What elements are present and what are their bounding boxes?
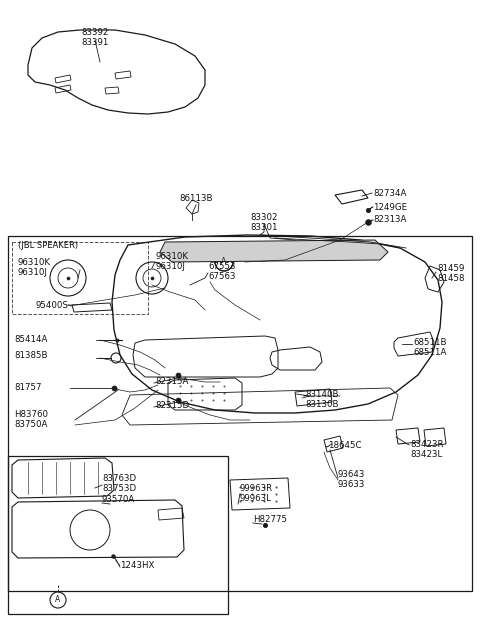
Text: 95400S: 95400S xyxy=(35,301,68,310)
Polygon shape xyxy=(160,240,388,262)
Bar xyxy=(8,456,228,614)
Text: 82313A: 82313A xyxy=(373,215,407,225)
Text: 81757: 81757 xyxy=(14,384,41,392)
Text: 18645C: 18645C xyxy=(328,441,361,451)
Text: H82775: H82775 xyxy=(253,515,287,525)
Text: 83140B
83130B: 83140B 83130B xyxy=(305,390,338,410)
Text: 68511B
68511A: 68511B 68511A xyxy=(413,338,446,358)
Text: 1243HX: 1243HX xyxy=(120,561,155,570)
Text: 96310K
96310J: 96310K 96310J xyxy=(156,252,189,272)
Text: 67553
67563: 67553 67563 xyxy=(208,262,236,282)
Text: A: A xyxy=(55,596,60,605)
Text: 83763D
83753D: 83763D 83753D xyxy=(102,474,136,493)
Text: 83392
83391: 83392 83391 xyxy=(81,28,108,47)
Text: 82734A: 82734A xyxy=(373,189,407,197)
Text: 83302
83301: 83302 83301 xyxy=(250,213,278,232)
Text: 99963R
99963L: 99963R 99963L xyxy=(240,484,273,503)
Text: 1249GE: 1249GE xyxy=(373,203,407,211)
Bar xyxy=(8,236,472,591)
Text: 93643
93633: 93643 93633 xyxy=(337,470,364,489)
Bar xyxy=(12,242,148,314)
Text: 96310K
96310J: 96310K 96310J xyxy=(18,258,51,277)
Text: 85414A: 85414A xyxy=(14,335,48,344)
Text: A: A xyxy=(221,258,227,266)
Text: 82315D: 82315D xyxy=(155,401,189,410)
Text: 81385B: 81385B xyxy=(14,351,48,361)
Text: 82315A: 82315A xyxy=(155,377,188,387)
Text: 86113B: 86113B xyxy=(179,194,213,203)
Text: 93570A: 93570A xyxy=(102,496,135,505)
Text: 83423R
83423L: 83423R 83423L xyxy=(410,440,444,460)
Text: H83760
83750A: H83760 83750A xyxy=(14,410,48,429)
Text: (JBL SPEAKER): (JBL SPEAKER) xyxy=(18,242,78,251)
Text: 81459
81458: 81459 81458 xyxy=(437,264,465,284)
